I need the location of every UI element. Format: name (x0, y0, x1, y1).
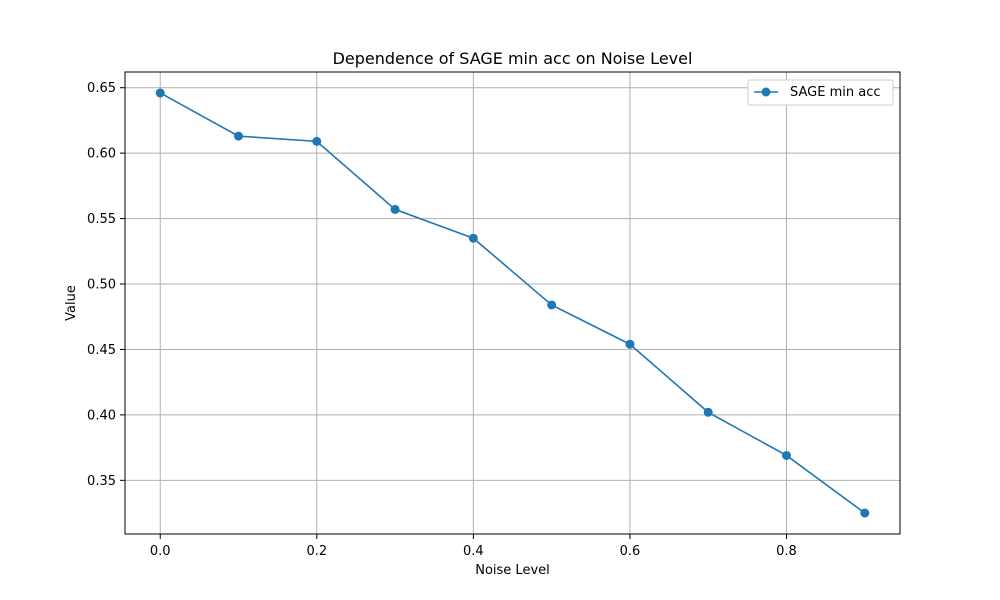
legend-marker (761, 87, 771, 97)
y-tick-label: 0.60 (87, 147, 116, 162)
legend-label: SAGE min acc (790, 85, 881, 100)
series-line-sage-min-acc (159, 92, 866, 514)
series-points-sage-min-acc (155, 88, 870, 518)
data-point (155, 88, 165, 98)
chart-title: Dependence of SAGE min acc on Noise Leve… (333, 49, 693, 68)
data-point (781, 450, 791, 460)
legend: SAGE min acc (747, 79, 894, 106)
data-point (860, 508, 870, 518)
y-axis-label: Value (64, 285, 79, 321)
x-tick-label: 0.2 (306, 544, 327, 559)
x-axis-ticks: 0.0 0.2 0.4 0.6 0.8 (150, 534, 797, 559)
data-point (234, 131, 244, 141)
data-point (547, 300, 557, 310)
y-tick-label: 0.35 (87, 474, 116, 489)
data-point (703, 407, 713, 417)
legend-box (747, 79, 894, 106)
data-point (625, 339, 635, 349)
gridlines (125, 72, 900, 534)
x-tick-label: 0.8 (776, 544, 797, 559)
y-tick-label: 0.45 (87, 343, 116, 358)
y-tick-label: 0.50 (87, 278, 116, 293)
data-point (312, 136, 322, 146)
x-tick-label: 0.6 (620, 544, 641, 559)
plot-area-frame (124, 71, 901, 535)
y-tick-label: 0.65 (87, 81, 116, 96)
y-axis-ticks: 0.35 0.40 0.45 0.50 0.55 0.60 0.65 (87, 81, 125, 489)
y-tick-label: 0.55 (87, 212, 116, 227)
x-tick-label: 0.0 (150, 544, 171, 559)
data-point (390, 204, 400, 214)
data-point (468, 233, 478, 243)
x-axis-label: Noise Level (475, 563, 550, 578)
y-tick-label: 0.40 (87, 408, 116, 423)
x-tick-label: 0.4 (463, 544, 484, 559)
